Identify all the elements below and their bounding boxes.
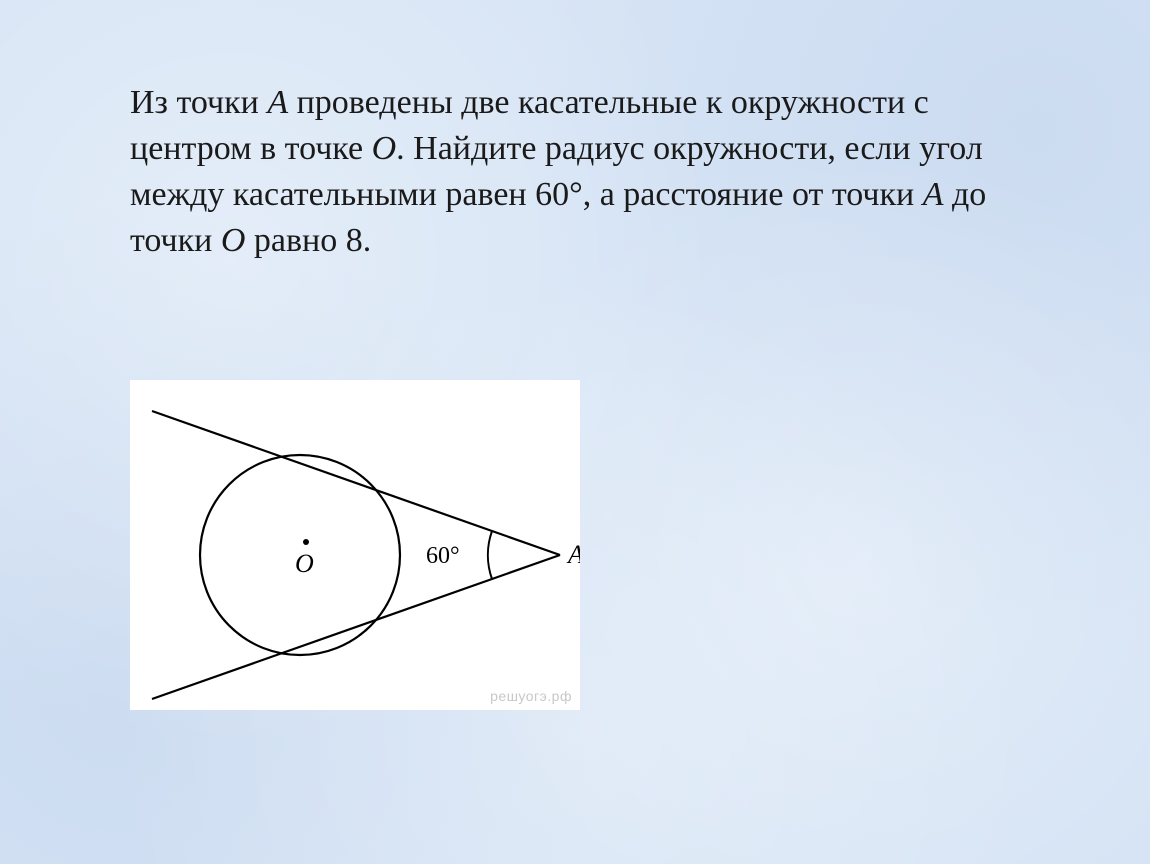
vertex-label-a: A (566, 540, 580, 569)
center-dot (303, 539, 309, 545)
problem-text: Из точки А проведены две касательные к о… (130, 80, 1020, 264)
figure-svg: O 60° A (130, 380, 580, 710)
center-label-o: O (295, 549, 314, 578)
angle-label-60: 60° (426, 543, 460, 569)
tangent-line-upper (152, 411, 560, 555)
geometry-figure: O 60° A решуогэ.рф (130, 380, 580, 710)
angle-arc (488, 531, 492, 579)
watermark: решуогэ.рф (490, 688, 572, 704)
problem-paragraph: Из точки А проведены две касательные к о… (130, 80, 1020, 264)
tangent-line-lower (152, 555, 560, 699)
